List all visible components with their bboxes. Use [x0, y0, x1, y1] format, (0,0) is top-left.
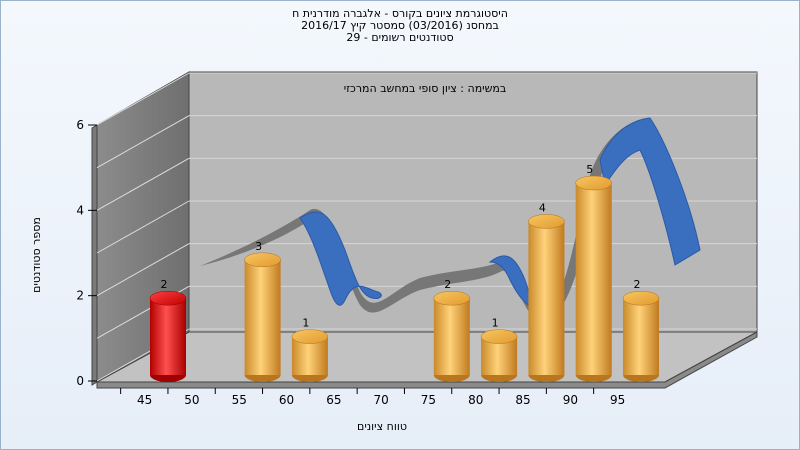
bar-data-label: 1	[302, 317, 309, 330]
y-axis-title: מספר סטודנטים	[30, 217, 43, 293]
bar-data-label: 2	[161, 278, 168, 291]
bar-data-label: 1	[492, 317, 499, 330]
bar-data-label: 2	[444, 278, 451, 291]
x-tick-label: 75	[421, 393, 436, 407]
bar: 2	[149, 278, 187, 382]
x-tick-label: 95	[610, 393, 625, 407]
bar: 2	[433, 278, 471, 382]
x-tick-label: 90	[563, 393, 578, 407]
bar-data-label: 4	[539, 201, 546, 214]
x-tick-label: 55	[232, 393, 247, 407]
bar: 5	[575, 163, 612, 382]
gridline-left	[96, 243, 190, 297]
bar: 4	[528, 201, 565, 382]
bar: 1	[291, 317, 329, 382]
x-tick-label: 80	[468, 393, 483, 407]
bar: 2	[622, 278, 660, 382]
title-line-1: היסטוגרמת ציונים בקורס - אלגברה מודרנית …	[292, 7, 508, 20]
ribbon-shadow	[200, 119, 650, 321]
title-line-2: במחסנ (03/2016) סמסטר קיץ 2016/17	[301, 19, 499, 32]
x-tick-label: 65	[326, 393, 341, 407]
x-tick-label: 50	[184, 393, 199, 407]
y-tick-label: 2	[76, 289, 84, 303]
y-tick-label: 0	[76, 374, 84, 388]
bar-data-label: 2	[634, 278, 641, 291]
bar: 3	[244, 240, 281, 382]
gridline-left	[96, 72, 190, 126]
gridlines	[96, 72, 757, 382]
title-line-3: סטודנטים רשומים - 29	[346, 31, 454, 44]
y-axis: 0 2 4 6	[76, 118, 97, 388]
y-tick-label: 6	[76, 118, 84, 132]
gridline-left	[96, 157, 190, 211]
bars: 2 3 1 2 1 4 5 2	[149, 163, 660, 382]
gridline-left	[96, 200, 190, 254]
x-tick-label: 60	[279, 393, 294, 407]
x-tick-label: 45	[137, 393, 152, 407]
bar: 1	[480, 317, 518, 382]
y-tick-label: 4	[76, 203, 84, 217]
bar-data-label: 3	[255, 240, 262, 253]
bar-data-label: 5	[586, 163, 593, 176]
subtitle: במשימה : ציון סופי במחשב המרכזי	[344, 82, 507, 95]
chart-title-block: היסטוגרמת ציונים בקורס - אלגברה מודרנית …	[0, 8, 800, 44]
left-wall-edge	[91, 124, 98, 386]
x-tick-label: 70	[374, 393, 389, 407]
x-tick-label: 85	[515, 393, 530, 407]
gridline-left	[96, 115, 190, 169]
x-axis: 45 50 55 60 65 70 75 80 85 90 95	[97, 387, 665, 407]
x-axis-title: טווח ציונים	[357, 420, 407, 433]
